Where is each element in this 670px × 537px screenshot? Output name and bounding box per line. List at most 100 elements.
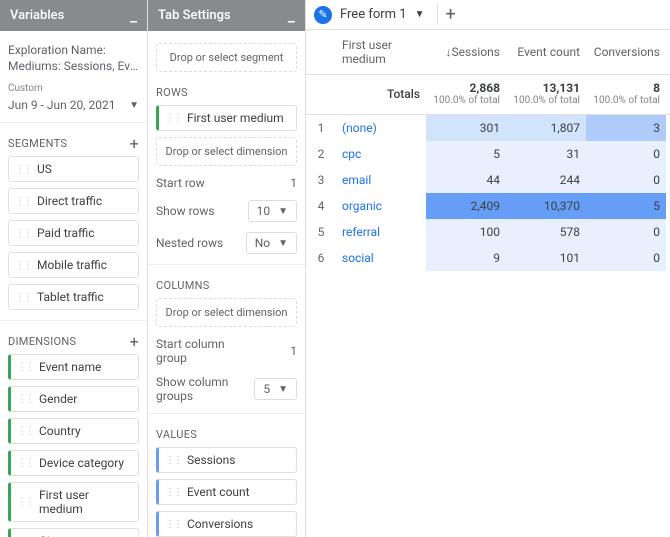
- segment-chip[interactable]: ⋮⋮Mobile traffic: [8, 252, 139, 278]
- row-events: 244: [506, 167, 586, 193]
- nested-rows-value: No: [255, 236, 270, 250]
- row-medium[interactable]: (none): [336, 115, 426, 141]
- table-row[interactable]: 6social91010: [306, 245, 670, 271]
- add-tab-button[interactable]: +: [437, 4, 464, 25]
- segment-chip[interactable]: ⋮⋮ Direct traffic: [8, 188, 139, 214]
- value-metric-chip[interactable]: ⋮⋮ Conversions: [156, 511, 297, 537]
- show-rows-value: 10: [257, 204, 271, 218]
- row-events: 578: [506, 219, 586, 245]
- drag-icon: ⋮⋮: [15, 164, 31, 175]
- show-rows-control[interactable]: Show rows 10 ▼: [156, 200, 297, 222]
- col-event-count[interactable]: Event count: [506, 37, 586, 67]
- dimension-chip[interactable]: ⋮⋮ Country: [8, 418, 139, 444]
- drag-icon: ⋮⋮: [165, 455, 181, 466]
- minimize-icon[interactable]: _: [288, 10, 295, 22]
- row-medium[interactable]: referral: [336, 219, 426, 245]
- drop-row-dimension-zone[interactable]: Drop or select dimension: [156, 137, 297, 166]
- dimension-chip[interactable]: ⋮⋮Event name: [8, 354, 139, 380]
- row-sessions: 9: [426, 245, 506, 271]
- dimension-chip[interactable]: ⋮⋮First user medium: [8, 482, 139, 522]
- col-conversions[interactable]: Conversions: [586, 37, 666, 67]
- columns-section-title: COLUMNS: [156, 279, 297, 292]
- variables-panel: Variables _ Exploration Name: Mediums: S…: [0, 0, 148, 537]
- date-range-picker[interactable]: Jun 9 - Jun 20, 2021 ▼: [8, 98, 139, 112]
- show-columns-value: 5: [263, 382, 270, 396]
- row-conversions: 0: [586, 167, 666, 193]
- start-column-label: Start column group: [156, 337, 251, 365]
- drag-icon: ⋮⋮: [15, 292, 31, 303]
- edit-icon[interactable]: ✎: [314, 6, 332, 24]
- segment-chip[interactable]: ⋮⋮ Tablet traffic: [8, 284, 139, 310]
- table-row[interactable]: 2cpc5310: [306, 141, 670, 167]
- drop-segment-zone[interactable]: Drop or select segment: [156, 43, 297, 72]
- nested-rows-control[interactable]: Nested rows No ▼: [156, 232, 297, 254]
- row-events: 1,807: [506, 115, 586, 141]
- row-medium[interactable]: organic: [336, 193, 426, 219]
- dimension-chip[interactable]: ⋮⋮Device category: [8, 450, 139, 476]
- show-rows-label: Show rows: [156, 204, 215, 218]
- start-row-control[interactable]: Start row 1: [156, 176, 297, 190]
- row-medium[interactable]: cpc: [336, 141, 426, 167]
- drag-icon: ⋮⋮: [15, 228, 31, 239]
- row-medium[interactable]: social: [336, 245, 426, 271]
- value-metric-chip[interactable]: ⋮⋮Event count: [156, 479, 297, 505]
- report-tab-name[interactable]: Free form 1: [340, 7, 407, 22]
- start-row-value: 1: [251, 176, 297, 190]
- row-index: 5: [306, 219, 336, 245]
- dimension-chip[interactable]: ⋮⋮Gender: [8, 386, 139, 412]
- row-conversions: 0: [586, 245, 666, 271]
- segment-chip[interactable]: ⋮⋮ Paid traffic: [8, 220, 139, 246]
- value-metric-chip[interactable]: ⋮⋮ Sessions: [156, 447, 297, 473]
- dimension-chip[interactable]: ⋮⋮City: [8, 528, 139, 537]
- chevron-down-icon: ▼: [278, 238, 288, 249]
- add-dimension-icon[interactable]: +: [130, 336, 139, 348]
- rows-section-title: ROWS: [156, 86, 297, 99]
- segment-label: Tablet traffic: [37, 290, 104, 304]
- row-index: 2: [306, 141, 336, 167]
- drag-icon: ⋮⋮: [15, 196, 31, 207]
- report-canvas: ✎ Free form 1 ▼ + First user medium ↓Ses…: [306, 0, 670, 537]
- add-segment-icon[interactable]: +: [130, 138, 139, 150]
- value-metric-label: Conversions: [187, 517, 253, 531]
- totals-label: Totals: [336, 81, 426, 109]
- drag-icon: ⋮⋮: [165, 519, 181, 530]
- totals-sessions-sub: 100.0% of total: [432, 95, 500, 106]
- chevron-down-icon[interactable]: ▼: [415, 9, 425, 20]
- date-custom-label: Custom: [8, 83, 139, 94]
- dimension-label: Country: [39, 424, 81, 438]
- row-medium[interactable]: email: [336, 167, 426, 193]
- show-columns-control[interactable]: Show column groups 5 ▼: [156, 375, 297, 403]
- row-events: 10,370: [506, 193, 586, 219]
- col-dimension[interactable]: First user medium: [336, 30, 426, 74]
- segment-label: Direct traffic: [37, 194, 102, 208]
- table-row[interactable]: 1(none)3011,8073: [306, 115, 670, 141]
- table-row[interactable]: 5referral1005780: [306, 219, 670, 245]
- totals-conversions-sub: 100.0% of total: [592, 95, 660, 106]
- drop-column-dimension-zone[interactable]: Drop or select dimension: [156, 298, 297, 327]
- drag-icon: ⋮⋮: [17, 458, 33, 469]
- segment-chip[interactable]: ⋮⋮US: [8, 156, 139, 182]
- drag-icon: ⋮⋮: [17, 394, 33, 405]
- tab-settings-panel: Tab Settings _ Drop or select segment RO…: [148, 0, 306, 537]
- start-column-control[interactable]: Start column group 1: [156, 337, 297, 365]
- value-metric-label: Event count: [187, 485, 250, 499]
- tab-settings-header: Tab Settings _: [148, 0, 305, 31]
- variables-header: Variables _: [0, 0, 147, 31]
- value-metric-label: Sessions: [187, 453, 235, 467]
- segment-label: Paid traffic: [37, 226, 95, 240]
- row-conversions: 3: [586, 115, 666, 141]
- drag-icon: ⋮⋮: [17, 426, 33, 437]
- table-row[interactable]: 4organic2,40910,3705: [306, 193, 670, 219]
- start-column-value: 1: [251, 344, 297, 358]
- totals-conversions: 8: [592, 81, 660, 95]
- dimensions-section-title: DIMENSIONS +: [8, 335, 139, 348]
- row-sessions: 44: [426, 167, 506, 193]
- segment-label: Mobile traffic: [37, 258, 107, 272]
- row-index: 4: [306, 193, 336, 219]
- col-sessions[interactable]: ↓Sessions: [426, 37, 506, 67]
- table-row[interactable]: 3email442440: [306, 167, 670, 193]
- exploration-name-value[interactable]: Mediums: Sessions, Events...: [8, 59, 139, 73]
- minimize-icon[interactable]: _: [130, 10, 137, 22]
- dimension-label: Event name: [39, 360, 101, 374]
- row-dimension-chip[interactable]: ⋮⋮ First user medium: [156, 105, 297, 131]
